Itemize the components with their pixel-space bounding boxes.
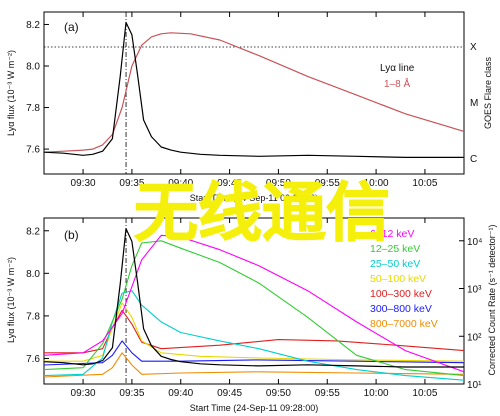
series-lya-line	[43, 21, 464, 158]
panel-a-xtick-label: 10:00	[364, 178, 389, 189]
panel-a-class-m: M	[470, 98, 478, 109]
panel-a: 7.6 7.8 8.0 8.2 09:30 09:35 09:40 09:45 09:50 09…	[6, 11, 493, 203]
panel-a-ylabel: Lyα flux (10⁻³ W m⁻²)	[6, 50, 16, 136]
series-300-800-kev	[43, 340, 465, 366]
panel-b-xtick-label: 10:00	[364, 388, 389, 399]
legend-entry-6-12-kev: 6–12 keV	[370, 228, 414, 240]
series-lya-line-b	[43, 228, 464, 368]
panel-a-ytick-label: 8.2	[26, 20, 40, 31]
series-25-50-kev	[43, 290, 465, 381]
panel-b-xtick-label: 09:40	[168, 388, 193, 399]
panel-b-xtick-label: 10:05	[412, 388, 437, 399]
panel-a-xtick-label: 09:40	[168, 178, 193, 189]
panel-b-xtick-label: 09:30	[71, 388, 96, 399]
panel-a-xtick-label: 09:50	[266, 178, 291, 189]
legend-entry-100-300-kev: 100–300 keV	[370, 288, 432, 300]
panel-b-ytick-label: 8.2	[26, 226, 40, 237]
panel-b: 7.6 7.8 8.0 8.2 10⁴ 10³ 10² 10¹ 09:30 09:35 09:4…	[6, 217, 497, 413]
panel-b-xlabel: Start Time (24-Sep-11 09:28:00)	[190, 403, 318, 413]
series-100-300-kev	[44, 309, 465, 354]
panel-b-rtick-label: 10¹	[467, 380, 482, 391]
panel-b-xtick-label: 09:45	[217, 388, 242, 399]
panel-a-xtick-label: 09:55	[315, 178, 340, 189]
panel-b-rtick-label: 10⁴	[467, 237, 482, 248]
legend-entry-50-100-kev: 50–100 keV	[370, 273, 426, 285]
panel-b-xtick-label: 09:35	[119, 388, 144, 399]
legend-entry-300-800-kev: 300–800 keV	[370, 303, 432, 315]
panel-a-legend-goes: 1–8 Å	[384, 77, 410, 90]
panel-a-class-c: C	[470, 154, 477, 165]
legend-entry-25-50-kev: 25–50 keV	[370, 258, 420, 270]
series-goes-1-8	[43, 32, 465, 153]
panel-b-ylabel: Lyα flux (10⁻³ W m⁻²)	[6, 257, 16, 343]
panel-a-xtick-label: 09:45	[217, 178, 242, 189]
panel-a-ytick-label: 8.0	[26, 62, 40, 73]
panel-a-xtick-label: 10:05	[412, 178, 437, 189]
panel-a-letter: (a)	[64, 20, 79, 34]
panel-a-xtick-label: 09:30	[71, 178, 96, 189]
legend-entry-800-7000-kev: 800–7000 keV	[370, 318, 438, 330]
series-800-7000-kev	[43, 352, 465, 378]
panel-b-ytick-label: 8.0	[26, 269, 40, 280]
series-50-100-kev	[44, 302, 465, 362]
panel-a-right-label: GOES Flare class	[483, 56, 493, 129]
panel-a-ytick-label: 7.6	[26, 145, 40, 156]
panel-b-xtick-label: 09:55	[315, 388, 340, 399]
panel-a-class-x: X	[470, 42, 477, 53]
panel-b-right-label: Corrected Count Rate (s⁻¹ detector⁻¹)	[487, 224, 497, 375]
panel-b-ytick-label: 7.6	[26, 354, 40, 365]
panel-a-legend-lya: Lyα line	[380, 63, 415, 74]
panel-b-letter: (b)	[64, 228, 79, 242]
panel-a-xlabel: Start Time (24-Sep-11 09:28:00)	[190, 193, 318, 203]
panel-a-frame	[43, 11, 465, 175]
panel-b-legend: 6–12 keV 12–25 keV 25–50 keV 50–100 keV 100–…	[370, 228, 438, 330]
panel-b-ytick-label: 7.8	[26, 311, 40, 322]
panel-b-rtick-label: 10²	[467, 332, 482, 343]
panel-a-xtick-label: 09:35	[119, 178, 144, 189]
series-6-12-kev	[43, 234, 465, 373]
panel-b-rtick-label: 10³	[467, 285, 482, 296]
legend-entry-12-25-kev: 12–25 keV	[370, 243, 420, 255]
panel-b-xtick-label: 09:50	[266, 388, 291, 399]
panel-b-frame	[43, 217, 465, 385]
overlay-text: 无线通信	[134, 177, 390, 251]
panel-a-ytick-label: 7.8	[26, 103, 40, 114]
